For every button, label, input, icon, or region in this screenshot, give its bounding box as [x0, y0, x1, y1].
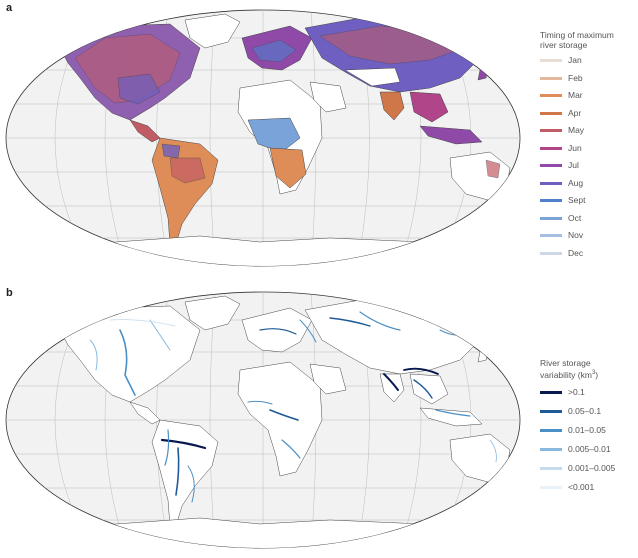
month-legend-item: Jan: [540, 54, 636, 72]
month-legend-label: Aug: [568, 177, 584, 188]
month-legend-swatch: [540, 94, 562, 97]
legend-a: Timing of maximum river storage Jan Feb Ma…: [540, 30, 636, 264]
month-legend-label: Jan: [568, 55, 582, 65]
month-legend-item: Apr: [540, 107, 636, 125]
variability-legend-swatch: [540, 466, 562, 470]
map-b-rivers: [89, 311, 497, 503]
month-legend-swatch: [540, 111, 562, 115]
legend-b-title: River storage variability (km3): [540, 358, 599, 380]
month-legend-swatch: [540, 59, 562, 62]
variability-legend-swatch: [540, 409, 562, 413]
month-legend-item: May: [540, 124, 636, 142]
month-legend-item: Jul: [540, 159, 636, 177]
variability-legend-item: <0.001: [540, 481, 636, 500]
month-legend-label: Oct: [568, 212, 582, 223]
month-legend-item: Dec: [540, 247, 636, 265]
month-legend-label: May: [568, 125, 585, 135]
variability-legend-item: 0.01–0.05: [540, 424, 636, 443]
month-legend-swatch: [540, 199, 562, 202]
variability-legend-item: 0.001–0.005: [540, 462, 636, 481]
map-a: [5, 9, 521, 267]
month-legend-item: Jun: [540, 142, 636, 160]
variability-legend-swatch: [540, 390, 562, 394]
map-b: [5, 291, 521, 549]
month-legend-swatch: [540, 234, 562, 237]
variability-legend-swatch: [540, 428, 562, 432]
month-legend-item: Aug: [540, 177, 636, 195]
month-legend-label: Jun: [568, 142, 582, 153]
variability-legend-label: 0.005–0.01: [568, 443, 611, 454]
month-legend-label: Feb: [568, 72, 583, 83]
month-legend-item: Mar: [540, 89, 636, 107]
month-legend-swatch: [540, 146, 562, 150]
month-legend-swatch: [540, 181, 562, 185]
month-legend-item: Nov: [540, 229, 636, 247]
month-legend-item: Sept: [540, 194, 636, 212]
variability-legend-item: >0.1: [540, 386, 636, 405]
variability-legend-label: 0.05–0.1: [568, 405, 602, 416]
month-legend-swatch: [540, 76, 562, 80]
month-legend-label: Sept: [568, 195, 586, 205]
month-legend-label: Jul: [568, 160, 579, 170]
panel-b-label: b: [6, 287, 13, 299]
month-legend-label: Mar: [568, 90, 583, 100]
month-legend-item: Oct: [540, 212, 636, 230]
month-legend-swatch: [540, 251, 562, 255]
variability-legend-label: 0.001–0.005: [568, 462, 616, 473]
month-legend-item: Feb: [540, 72, 636, 90]
month-legend-label: Apr: [568, 107, 582, 118]
variability-legend-label: 0.01–0.05: [568, 424, 606, 435]
variability-legend-label: >0.1: [568, 386, 585, 397]
variability-legend-swatch: [540, 447, 562, 451]
month-legend-label: Nov: [568, 230, 584, 240]
panel-a-label: a: [6, 2, 13, 14]
month-legend-swatch: [540, 129, 562, 132]
variability-legend-label: <0.001: [568, 481, 595, 492]
legend-b: River storage variability (km3) >0.1 0.05…: [540, 358, 636, 500]
variability-legend-item: 0.05–0.1: [540, 405, 636, 424]
variability-legend-swatch: [540, 485, 562, 489]
month-legend-swatch: [540, 216, 562, 220]
month-legend-swatch: [540, 164, 562, 167]
variability-legend-item: 0.005–0.01: [540, 443, 636, 462]
legend-a-title: Timing of maximum river storage: [540, 30, 614, 50]
month-legend-label: Dec: [568, 247, 584, 258]
